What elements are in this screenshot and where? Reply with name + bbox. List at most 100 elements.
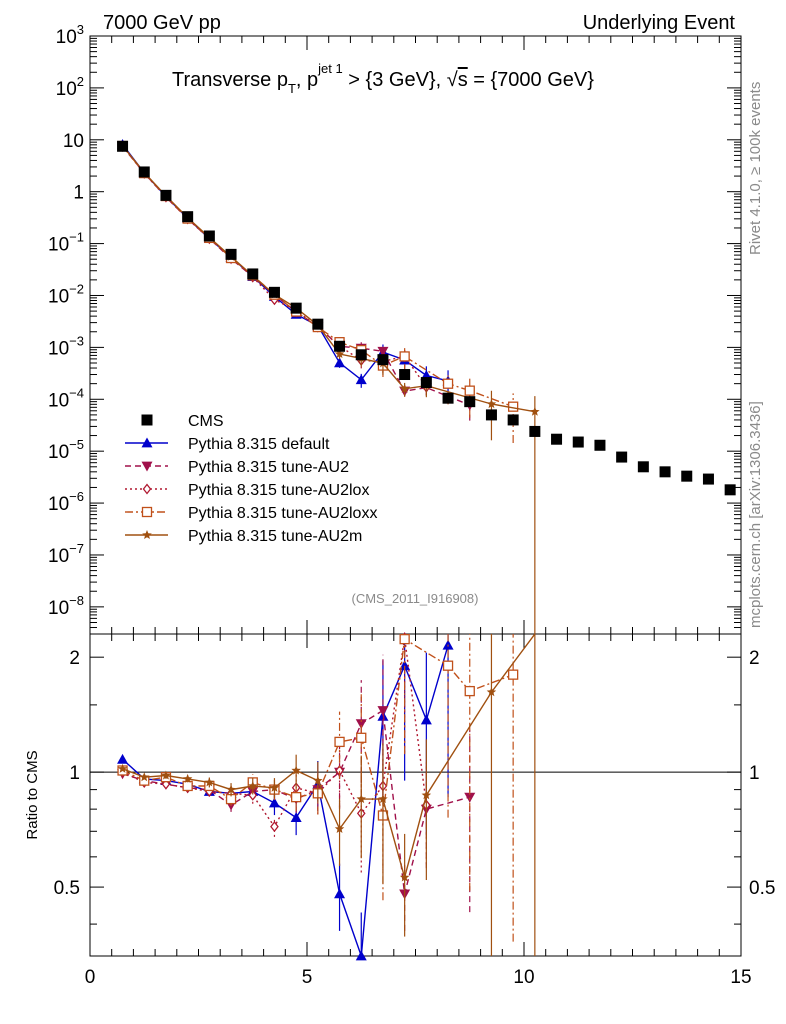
- x-tick-label: 10: [513, 967, 534, 988]
- main-tick-label: 1: [73, 183, 84, 204]
- legend: CMS Pythia 8.315 default Pythia 8.315 tune…: [125, 413, 377, 545]
- main-tick-label-base: 10: [48, 546, 69, 567]
- cms-point: [637, 461, 649, 473]
- cms-point: [464, 396, 476, 408]
- legend-label: Pythia 8.315 tune-AU2loxx: [188, 505, 377, 522]
- analysis-id: (CMS_2011_I916908): [352, 591, 479, 606]
- curves-group: [117, 139, 736, 961]
- cms-point: [507, 414, 519, 426]
- main-point: [486, 399, 497, 409]
- ratio-point: [161, 770, 171, 780]
- main-tick-label: 10−6: [48, 489, 84, 515]
- ratio-point: [355, 950, 367, 961]
- legend-label: Pythia 8.315 tune-AU2: [188, 459, 349, 476]
- ratio-point: [270, 821, 279, 833]
- main-point: [399, 383, 410, 393]
- header-left: 7000 GeV pp: [103, 12, 221, 34]
- ratio-point: [399, 872, 410, 882]
- series-5: [117, 140, 540, 634]
- cms-point: [312, 318, 324, 330]
- ratio-series-line: [122, 637, 514, 816]
- legend-marker: [141, 461, 153, 472]
- ratio-point: [442, 660, 454, 671]
- rivet-label: Rivet 4.1.0, ≥ 100k events: [747, 82, 764, 255]
- series-4: [117, 140, 519, 443]
- ratio-point: [399, 660, 411, 671]
- legend-marker: [141, 506, 153, 518]
- cms-point: [203, 230, 215, 242]
- main-tick-label: 10−5: [48, 437, 84, 463]
- main-tick-label-exponent: −3: [69, 333, 84, 348]
- main-tick-label: 10−8: [48, 593, 84, 619]
- ratio-series-5: [117, 633, 536, 956]
- ratio-series-line: [122, 645, 449, 957]
- legend-marker: [141, 414, 153, 426]
- ratio-tick-label-right: 2: [749, 648, 760, 669]
- main-point: [377, 346, 389, 357]
- cms-data: [117, 140, 736, 496]
- legend-item: Pythia 8.315 tune-AU2: [125, 459, 349, 476]
- x-tick-label: 5: [302, 967, 313, 988]
- legend-label: Pythia 8.315 default: [188, 436, 330, 453]
- cms-point: [594, 439, 606, 451]
- main-point: [334, 349, 345, 358]
- cms-point: [160, 189, 172, 201]
- legend-item: CMS: [141, 413, 224, 430]
- legend-item: Pythia 8.315 tune-AU2m: [125, 528, 362, 545]
- cms-point: [681, 470, 693, 482]
- ratio-point: [334, 823, 345, 833]
- ratio-point: [399, 633, 410, 645]
- main-series-line: [122, 145, 536, 413]
- cms-point: [551, 433, 563, 445]
- legend-label: Pythia 8.315 tune-AU2m: [188, 528, 362, 545]
- ratio-point: [420, 714, 432, 725]
- ratio-point: [464, 792, 476, 803]
- cms-point: [616, 451, 628, 463]
- ratio-point: [269, 782, 280, 792]
- cms-point: [182, 211, 194, 223]
- ratio-point: [334, 736, 345, 748]
- main-tick-label-exponent: 3: [77, 22, 84, 37]
- cms-point: [399, 369, 411, 381]
- x-tick-label: 0: [85, 967, 96, 988]
- main-tick-label: 10−7: [48, 541, 84, 567]
- ratio-point: [377, 706, 389, 717]
- main-point: [399, 351, 410, 362]
- main-point: [464, 385, 475, 396]
- ratio-point: [226, 784, 236, 794]
- main-tick-label-exponent: −4: [69, 385, 84, 400]
- x-tick-label: 15: [730, 967, 751, 988]
- main-tick-label: 103: [56, 22, 84, 48]
- ratio-point: [204, 777, 215, 787]
- cms-point: [442, 392, 454, 404]
- ratio-point: [464, 685, 475, 697]
- main-series-line: [122, 144, 449, 382]
- cms-point: [268, 286, 280, 298]
- main-series-line: [122, 145, 514, 408]
- ratio-point: [139, 772, 149, 782]
- ratio-tick-label-left: 2: [69, 648, 80, 669]
- main-tick-label-exponent: 2: [77, 74, 84, 89]
- main-point: [355, 374, 367, 385]
- ratio-point: [117, 753, 129, 764]
- legend-item: Pythia 8.315 tune-AU2loxx: [125, 505, 377, 522]
- main-tick-label-exponent: −7: [69, 541, 84, 556]
- chart-title: Transverse pT, pjet 1 > {3 GeV}, √s = {7…: [172, 61, 594, 96]
- cms-point: [290, 302, 302, 314]
- main-tick-label-base: 10: [48, 338, 69, 359]
- mcplots-label: mcplots.cern.ch [arXiv:1306.3436]: [747, 401, 764, 628]
- main-tick-label: 102: [56, 74, 84, 100]
- cms-point: [355, 349, 367, 361]
- main-tick-label-base: 10: [48, 286, 69, 307]
- main-tick-label-base: 10: [48, 442, 69, 463]
- ratio-point: [356, 794, 366, 804]
- ratio-point: [378, 794, 388, 804]
- cms-point: [659, 466, 671, 478]
- ratio-point: [421, 790, 432, 800]
- ratio-point: [248, 789, 258, 801]
- main-point: [334, 357, 346, 368]
- ratio-point: [356, 732, 367, 743]
- ratio-ylabel: Ratio to CMS: [24, 750, 41, 839]
- ratio-tick-label-right: 1: [749, 763, 760, 784]
